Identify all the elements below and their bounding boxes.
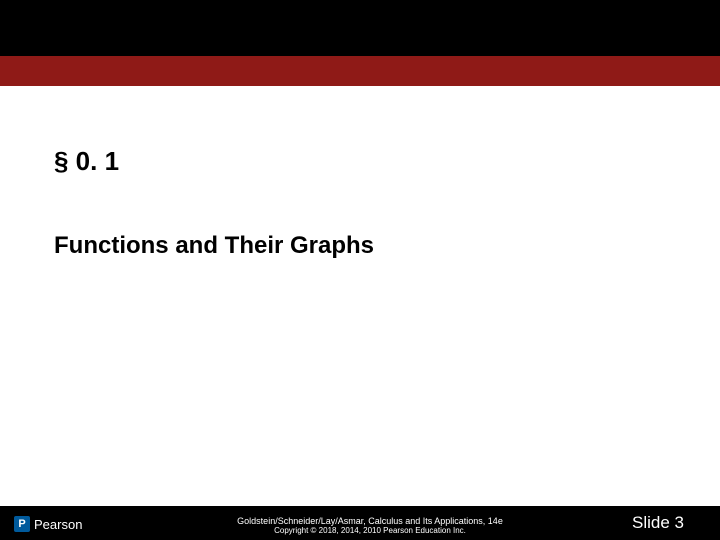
section-number: § 0. 1 [54,146,119,177]
brand: P Pearson [14,516,82,532]
brand-name: Pearson [34,517,82,532]
pearson-logo-icon: P [14,516,30,532]
fineprint-line2: Copyright © 2018, 2014, 2010 Pearson Edu… [200,527,540,536]
fineprint: Goldstein/Schneider/Lay/Asmar, Calculus … [200,517,540,536]
footer-bar: P Pearson Goldstein/Schneider/Lay/Asmar,… [0,506,720,540]
header-black-bar [0,0,720,56]
header-red-bar [0,56,720,86]
section-title: Functions and Their Graphs [54,232,374,260]
slide-number: Slide 3 [632,513,684,533]
